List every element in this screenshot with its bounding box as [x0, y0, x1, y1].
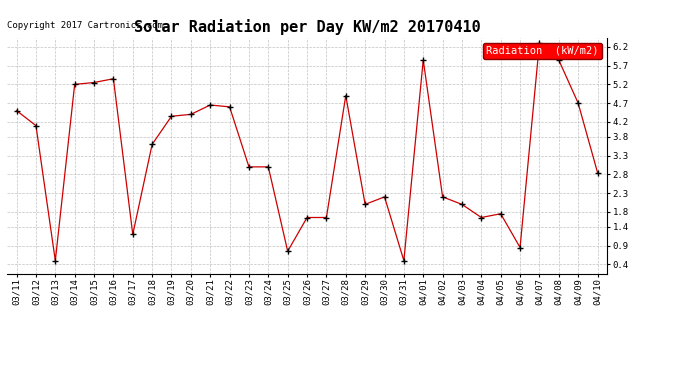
Title: Solar Radiation per Day KW/m2 20170410: Solar Radiation per Day KW/m2 20170410 [134, 19, 480, 35]
Text: Copyright 2017 Cartronics.com: Copyright 2017 Cartronics.com [7, 21, 163, 30]
Legend: Radiation  (kW/m2): Radiation (kW/m2) [483, 43, 602, 59]
